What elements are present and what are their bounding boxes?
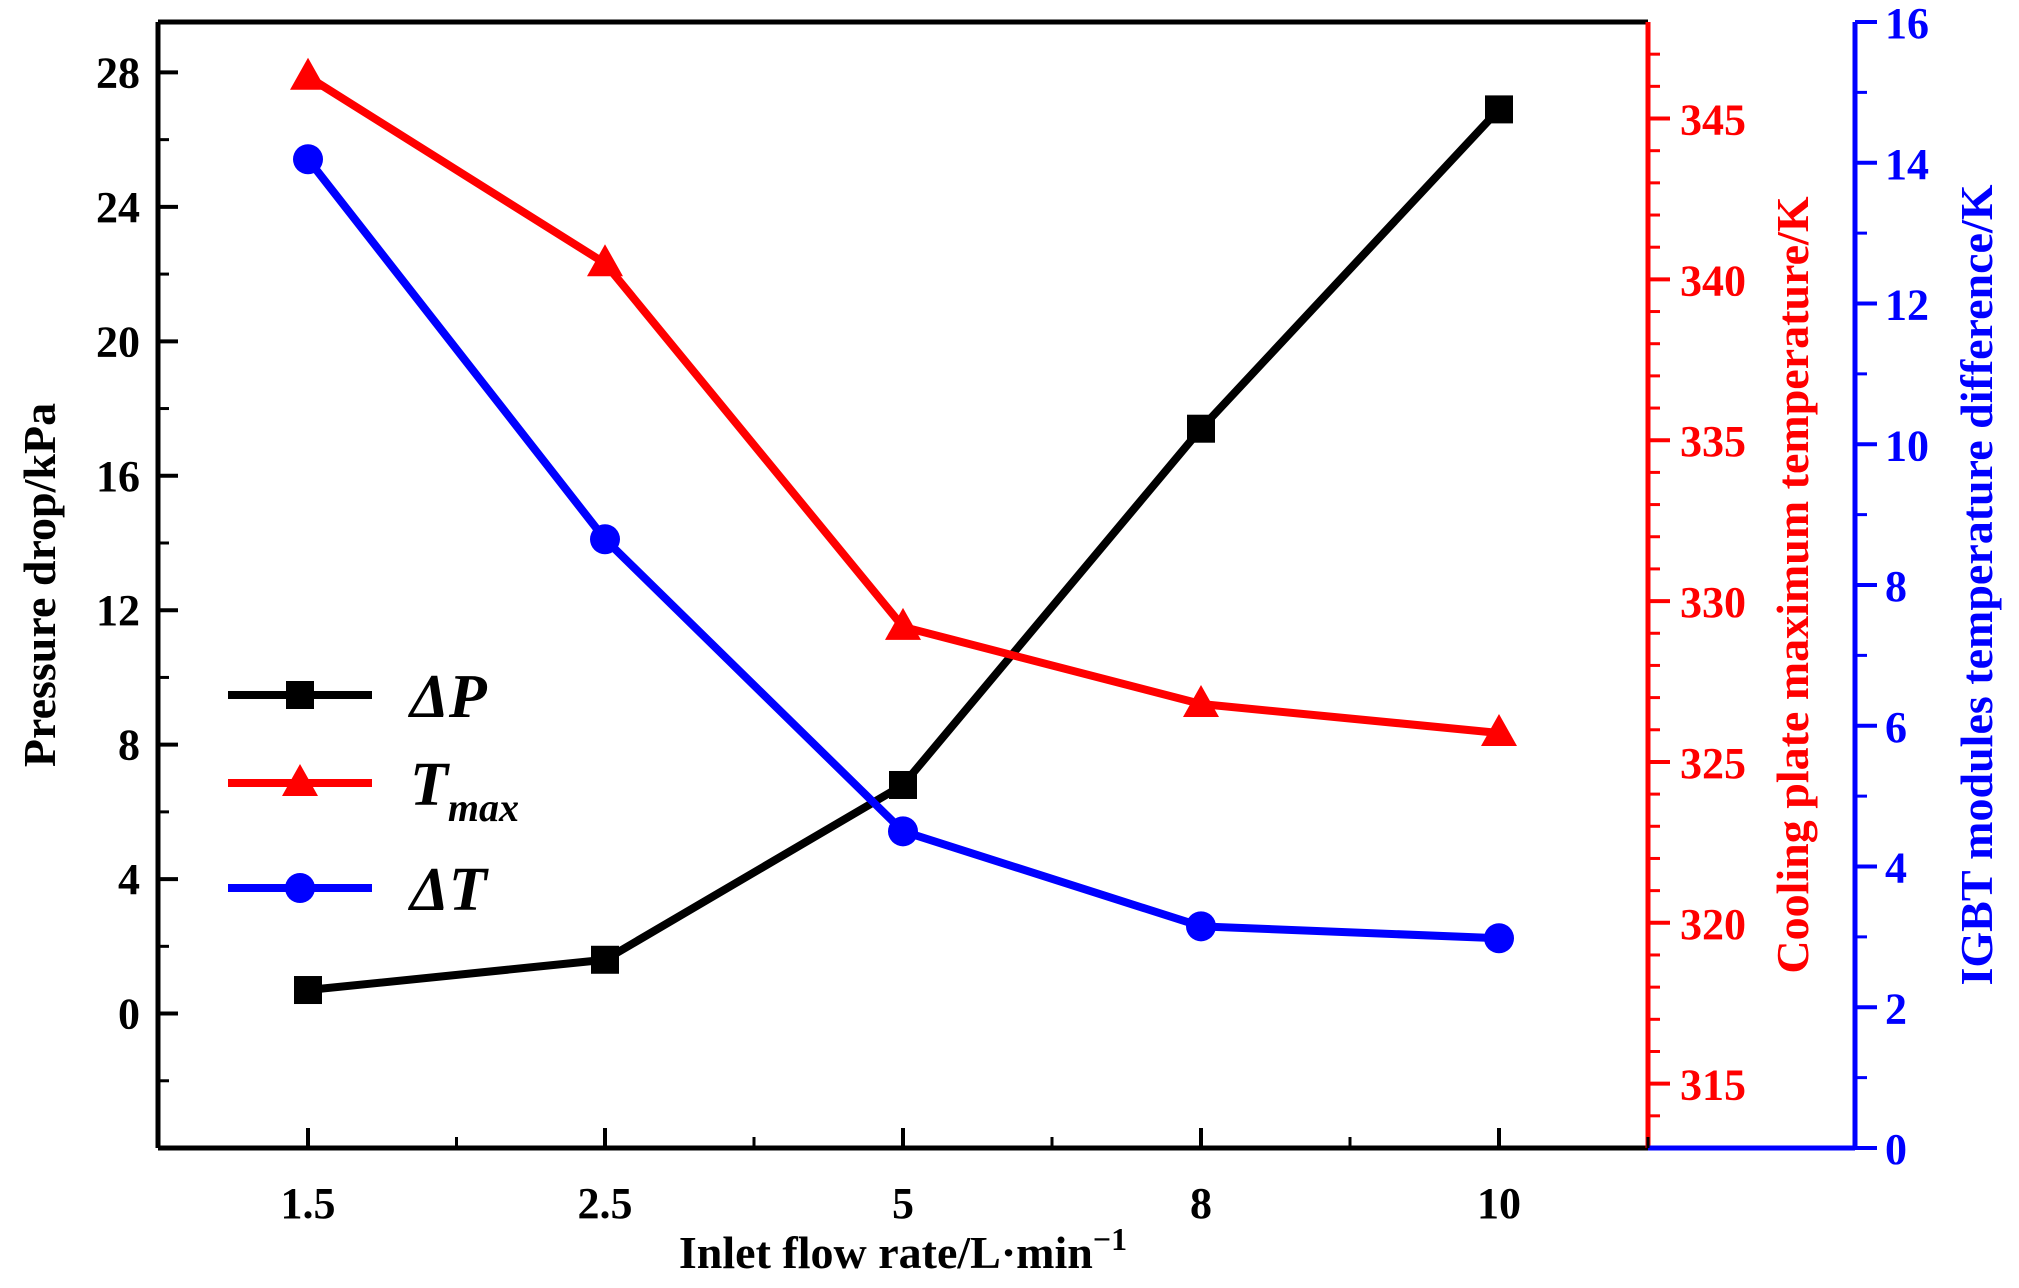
x-axis-label: Inlet flow rate/L·min−1 — [679, 1221, 1127, 1278]
legend-label: ΔT — [407, 856, 489, 924]
left-tick-label: 0 — [118, 990, 140, 1039]
right2-tick-label: 10 — [1885, 421, 1929, 470]
legend: ΔP Tmax ΔT — [228, 663, 519, 924]
x-axis: 1.5 2.5 5 8 10 Inlet flow rate/L·min−1 — [157, 1128, 1650, 1278]
legend-label: ΔP — [407, 663, 488, 731]
right2-tick-label: 8 — [1885, 562, 1907, 611]
right-tick-label: 330 — [1680, 578, 1746, 627]
series-point-triangle — [1183, 685, 1219, 718]
left-axis: 0 4 8 12 16 20 24 28 Pressure drop/kPa — [14, 22, 178, 1148]
series-point-triangle — [1481, 713, 1517, 746]
legend-marker — [282, 764, 318, 796]
series-point-triangle — [290, 57, 326, 90]
legend-marker — [286, 681, 314, 709]
left-axis-label: Pressure drop/kPa — [14, 403, 65, 767]
right2-tick-label: 12 — [1885, 281, 1929, 330]
x-tick-label: 5 — [892, 1179, 914, 1228]
left-tick-label: 4 — [118, 855, 140, 904]
series-point-circle — [1186, 911, 1216, 942]
right2-tick-label: 0 — [1885, 1125, 1907, 1174]
right-tick-label: 345 — [1680, 96, 1746, 145]
left-tick-label: 8 — [118, 721, 140, 770]
series-point-square — [1485, 95, 1513, 124]
legend-marker — [285, 873, 315, 903]
x-tick-label: 10 — [1477, 1179, 1521, 1228]
series-point-triangle — [885, 607, 921, 640]
series-point-circle — [293, 144, 323, 175]
series-point-square — [889, 770, 917, 799]
x-tick-label: 2.5 — [578, 1179, 633, 1228]
right-axis-temperature: 315 320 325 330 335 340 345 Cooling plate maxim… — [1645, 22, 1818, 1148]
left-tick-label: 20 — [96, 317, 140, 366]
right2-tick-label: 16 — [1885, 0, 1929, 48]
x-tick-label: 8 — [1190, 1179, 1212, 1228]
right-axis-label: Cooling plate maximum temperature/K — [1767, 196, 1818, 973]
left-tick-label: 12 — [96, 586, 140, 635]
right2-tick-label: 14 — [1885, 140, 1929, 189]
series-point-square — [591, 945, 619, 974]
right2-tick-label: 2 — [1885, 984, 1907, 1033]
right2-tick-label: 4 — [1885, 844, 1907, 893]
right2-axis-label: IGBT modules temperature difference/K — [1951, 184, 2002, 985]
left-tick-label: 28 — [96, 48, 140, 97]
left-tick-label: 16 — [96, 452, 140, 501]
right-tick-label: 315 — [1680, 1061, 1746, 1110]
series-point-circle — [1484, 923, 1514, 954]
series-point-circle — [888, 816, 918, 847]
series-point-triangle — [587, 244, 623, 277]
right-tick-label: 340 — [1680, 256, 1746, 305]
right-axis-temperature-difference: 0 2 4 6 8 10 12 14 16 IGBT modules temperature di… — [1648, 0, 2002, 1174]
right-tick-label: 335 — [1680, 417, 1746, 466]
left-tick-label: 24 — [96, 183, 140, 232]
series-point-square — [294, 976, 322, 1005]
right-tick-label: 325 — [1680, 739, 1746, 788]
right-tick-label: 320 — [1680, 900, 1746, 949]
series-layer — [290, 57, 1517, 1005]
legend-label: Tmax — [410, 751, 519, 830]
right2-tick-label: 6 — [1885, 703, 1907, 752]
x-tick-label: 1.5 — [281, 1179, 336, 1228]
series-point-square — [1187, 414, 1215, 443]
series-point-circle — [590, 524, 620, 555]
